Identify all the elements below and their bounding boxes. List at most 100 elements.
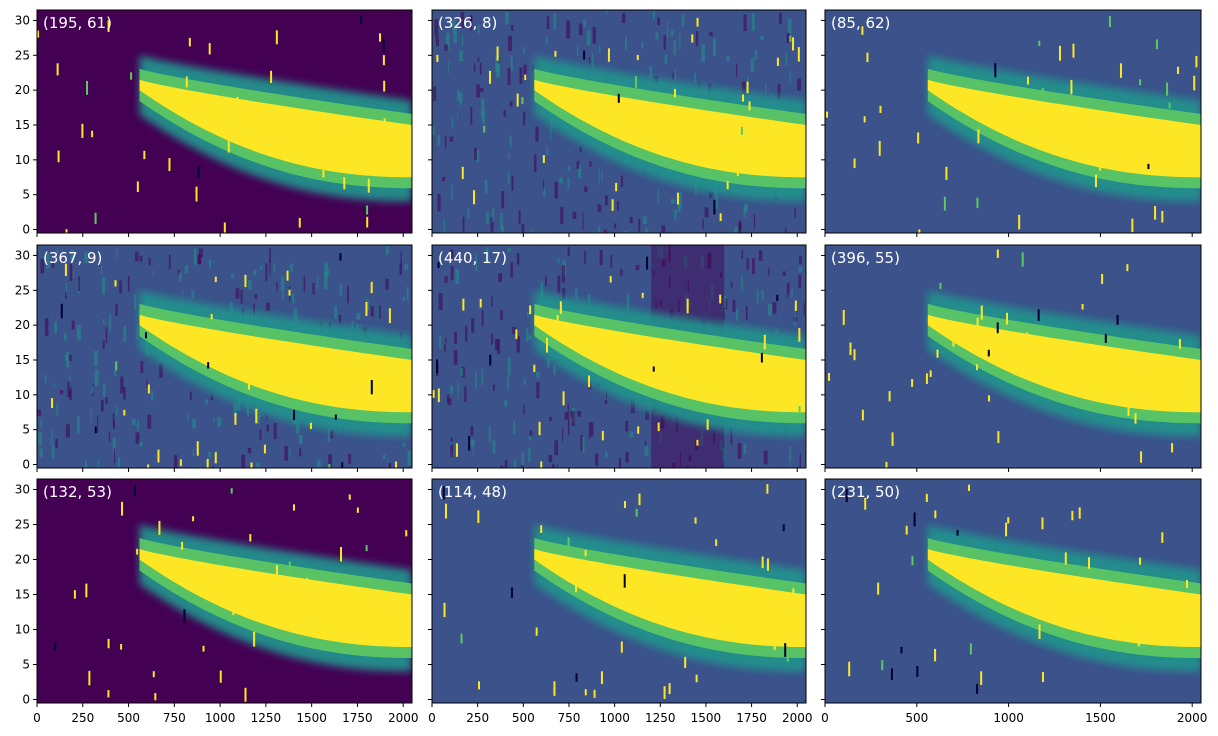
cosmic-ray-hit <box>367 178 370 193</box>
trace-core <box>927 79 1201 178</box>
noise-streak <box>772 302 777 314</box>
cosmic-ray-hit <box>689 133 692 148</box>
cosmic-ray-hit <box>479 298 482 308</box>
noise-streak <box>46 253 50 269</box>
noise-streak <box>620 268 623 276</box>
noise-streak <box>259 429 262 440</box>
noise-streak <box>562 427 564 442</box>
cosmic-ray-hit <box>997 431 1000 444</box>
cosmic-ray-hit <box>348 494 351 500</box>
cosmic-ray-hit <box>158 520 161 535</box>
noise-streak <box>404 264 409 270</box>
cosmic-ray-hit <box>742 94 745 102</box>
noise-streak <box>644 440 647 447</box>
noise-streak <box>614 223 617 229</box>
cosmic-ray-hit <box>185 76 188 88</box>
cosmic-ray-hit <box>56 63 59 76</box>
cosmic-ray-hit <box>706 419 709 430</box>
cosmic-ray-hit <box>776 294 779 301</box>
noise-streak <box>536 382 540 399</box>
cosmic-ray-hit <box>263 444 266 454</box>
cosmic-ray-hit <box>1053 139 1056 151</box>
noise-streak <box>334 305 338 319</box>
noise-streak <box>460 367 464 377</box>
noise-streak <box>266 302 270 311</box>
cosmic-ray-hit <box>206 458 209 468</box>
cosmic-ray-hit <box>877 582 880 595</box>
cosmic-ray-hit <box>956 529 959 536</box>
noise-streak <box>295 419 300 434</box>
noise-streak <box>459 50 464 62</box>
cosmic-ray-hit <box>515 329 518 340</box>
noise-streak <box>508 153 510 160</box>
cosmic-ray-hit <box>609 276 612 283</box>
noise-streak <box>402 296 406 302</box>
noise-streak <box>687 300 691 309</box>
noise-streak <box>467 208 470 219</box>
cosmic-ray-hit <box>73 590 76 599</box>
noise-streak <box>741 81 746 96</box>
noise-streak <box>567 247 570 256</box>
noise-streak <box>164 467 166 468</box>
cosmic-ray-hit <box>657 422 660 432</box>
noise-streak <box>782 271 786 276</box>
noise-streak <box>735 63 738 78</box>
cosmic-ray-hit <box>845 488 848 503</box>
cosmic-ray-hit <box>378 33 381 42</box>
noise-streak <box>93 351 98 367</box>
noise-streak <box>588 57 591 65</box>
noise-streak <box>473 63 476 72</box>
noise-streak <box>601 170 603 182</box>
noise-streak <box>450 266 454 281</box>
y-tick-label: 15 <box>15 353 30 367</box>
noise-streak <box>523 404 525 415</box>
cosmic-ray-hit <box>1178 339 1181 349</box>
noise-streak <box>148 257 151 266</box>
cosmic-ray-hit <box>114 280 117 287</box>
cosmic-ray-hit <box>275 30 278 45</box>
noise-streak <box>605 400 608 405</box>
noise-streak <box>370 306 374 317</box>
noise-streak <box>610 255 613 269</box>
cosmic-ray-hit <box>646 256 649 270</box>
noise-streak <box>492 439 496 454</box>
noise-streak <box>208 259 211 268</box>
noise-streak <box>606 389 608 399</box>
noise-streak <box>570 411 572 417</box>
noise-streak <box>545 37 548 44</box>
noise-streak <box>644 228 649 233</box>
noise-streak <box>265 263 268 282</box>
cosmic-ray-hit <box>638 569 641 580</box>
cosmic-ray-hit <box>939 282 942 289</box>
noise-streak <box>464 386 467 403</box>
cosmic-ray-hit <box>1194 598 1197 613</box>
cosmic-ray-hit <box>826 111 829 118</box>
noise-streak <box>241 454 246 468</box>
noise-streak <box>55 438 58 449</box>
noise-streak <box>567 177 570 190</box>
cosmic-ray-hit <box>253 631 256 647</box>
noise-streak <box>778 12 782 25</box>
noise-streak <box>681 14 685 27</box>
noise-streak <box>566 20 571 39</box>
noise-streak <box>546 147 549 156</box>
noise-streak <box>56 248 59 255</box>
cosmic-ray-hit <box>635 508 638 517</box>
cosmic-ray-hit <box>878 140 881 156</box>
cosmic-ray-hit <box>934 510 937 519</box>
cosmic-ray-hit <box>776 57 779 66</box>
noise-streak <box>78 276 80 292</box>
noise-streak <box>500 212 503 230</box>
cosmic-ray-hit <box>641 292 644 299</box>
noise-streak <box>72 270 74 278</box>
x-tick-label: 1250 <box>251 711 282 725</box>
noise-streak <box>523 378 526 386</box>
cosmic-ray-hit <box>115 361 118 371</box>
noise-streak <box>548 416 552 422</box>
cosmic-ray-hit <box>370 379 373 395</box>
noise-streak <box>516 336 520 353</box>
noise-streak <box>116 249 118 258</box>
noise-streak <box>477 24 480 34</box>
noise-streak <box>668 275 671 288</box>
cosmic-ray-hit <box>1126 264 1129 272</box>
